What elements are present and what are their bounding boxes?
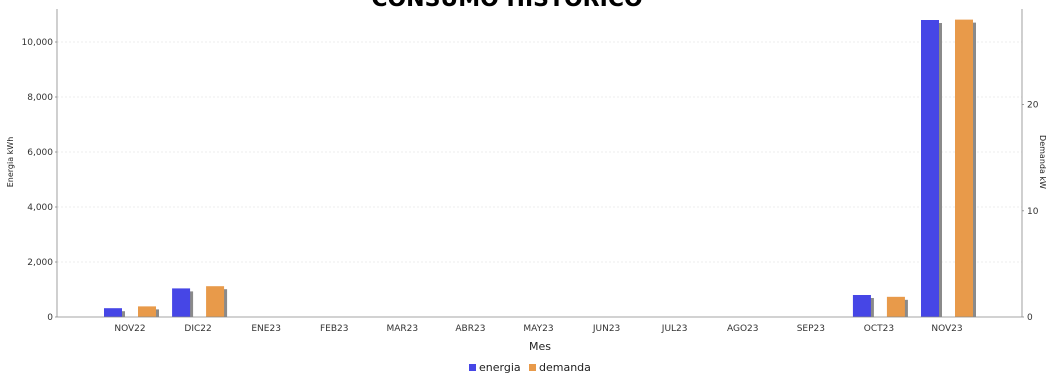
y-left-tick-label: 10,000: [22, 38, 54, 48]
y-axis-right-label: Demanda kW: [1038, 135, 1047, 189]
bar-demanda-oct23: [886, 296, 905, 317]
x-tick-label: JUL23: [661, 324, 688, 334]
x-tick-label: AGO23: [727, 324, 759, 334]
y-right-tick-label: 0: [1027, 313, 1033, 323]
x-axis-label: Mes: [529, 340, 551, 353]
legend-swatch-energia: [469, 364, 476, 371]
y-left-tick-label: 8,000: [27, 93, 53, 103]
y-right-tick-label: 20: [1027, 101, 1039, 111]
gridlines: [57, 41, 1022, 263]
bars: [104, 19, 976, 317]
y-right-tick-label: 10: [1027, 207, 1039, 217]
axes: 0 2,000 4,000 6,000 8,000 10,000 0 10 20 NOV22 DIC…: [22, 9, 1039, 334]
x-tick-label: NOV22: [114, 324, 145, 334]
x-tick-label: ABR23: [455, 324, 485, 334]
y-left-tick-label: 6,000: [27, 148, 53, 158]
x-tick-label: JUN23: [592, 324, 620, 334]
bar-demanda-nov22: [138, 306, 156, 317]
bar-energia-nov22: [104, 308, 122, 317]
x-tick-label: OCT23: [864, 324, 894, 334]
bar-energia-dic22: [172, 288, 191, 317]
y-axis-left-label: Energia kWh: [6, 137, 15, 188]
legend-label-demanda: demanda: [539, 361, 591, 374]
bar-demanda-dic22: [206, 286, 225, 317]
x-tick-label: SEP23: [797, 324, 825, 334]
bar-energia-oct23: [852, 295, 871, 317]
x-tick-label: FEB23: [320, 324, 349, 334]
x-tick-label: DIC22: [184, 324, 211, 334]
chart-title: CONSUMO HISTORICO: [371, 0, 642, 12]
bar-demanda-nov23: [955, 19, 973, 317]
y-left-tick-label: 4,000: [27, 203, 53, 213]
legend: energia demanda: [469, 361, 591, 374]
y-left-tick-label: 0: [47, 313, 53, 323]
bar-energia-nov23: [921, 20, 939, 317]
legend-swatch-demanda: [529, 364, 536, 371]
x-tick-label: ENE23: [251, 324, 281, 334]
y-left-tick-label: 2,000: [27, 258, 53, 268]
x-tick-label: MAY23: [523, 324, 553, 334]
x-tick-label: NOV23: [931, 324, 962, 334]
x-tick-label: MAR23: [387, 324, 419, 334]
legend-label-energia: energia: [479, 361, 521, 374]
